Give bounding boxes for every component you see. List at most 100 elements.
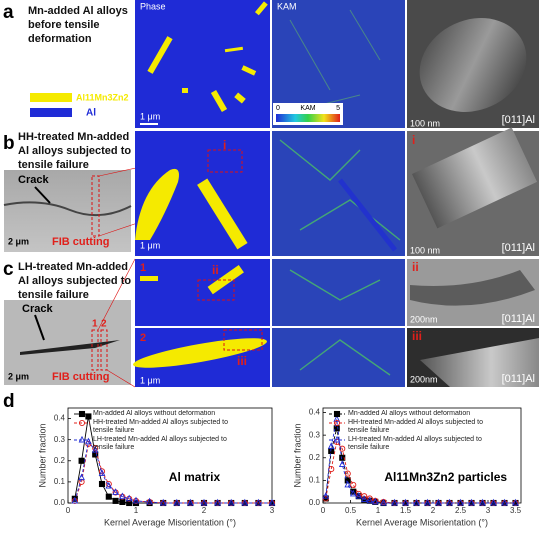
marker	[361, 493, 368, 500]
legend-symbol	[74, 436, 90, 443]
marker	[360, 495, 368, 503]
panel-label: d	[3, 391, 15, 412]
x-axis-title: Kernel Average Misorientation (°)	[104, 517, 236, 527]
y-tick-label: 0.2	[309, 453, 321, 462]
fib-mark: 1	[92, 319, 98, 330]
region-marker: i	[223, 138, 226, 152]
marker	[119, 492, 126, 500]
marker	[112, 488, 119, 495]
legend-text: Mn-added Al alloys without deformation	[348, 410, 471, 417]
colorbar-max: 5	[336, 105, 340, 112]
y-tick-label: 0.0	[54, 498, 66, 507]
marker	[255, 498, 262, 506]
scale-label: 100 nm	[410, 118, 440, 128]
site-mark: 2	[140, 332, 146, 344]
x-tick-label: 2	[202, 506, 207, 515]
x-tick-label: 3.5	[510, 506, 522, 515]
region-marker: iii	[412, 329, 422, 343]
y-tick-label: 0.0	[309, 498, 321, 507]
marker	[227, 498, 235, 506]
x-tick-label: 0	[66, 506, 71, 515]
marker	[479, 498, 486, 506]
legend-text: LH-treated Mn-added Al alloys subjected …	[93, 436, 227, 451]
marker	[333, 415, 341, 422]
arrow	[34, 314, 45, 341]
marker	[355, 492, 363, 499]
marker	[349, 489, 357, 497]
fib-label: FIB cutting	[52, 371, 109, 383]
marker	[344, 477, 351, 484]
marker	[98, 469, 106, 476]
region-marker: iii	[237, 354, 247, 368]
crack-shape	[20, 340, 120, 355]
marker	[327, 442, 335, 449]
phase-map	[135, 259, 270, 326]
legend-entry: Mn-added Al alloys without deformation	[329, 410, 501, 418]
scale-label: 200nm	[410, 374, 438, 384]
marker	[200, 498, 208, 506]
legend-entry: LH-treated Mn-added Al alloys subjected …	[74, 436, 246, 452]
marker	[71, 496, 79, 504]
zone-axis: [011]Al	[502, 242, 535, 254]
marker	[78, 410, 86, 418]
marker	[71, 495, 78, 502]
marker	[214, 498, 221, 506]
fib-box	[91, 175, 100, 237]
marker	[380, 498, 387, 506]
legend-symbol	[74, 410, 90, 418]
y-tick-label: 0.4	[309, 408, 321, 417]
scale-label: 200nm	[410, 314, 438, 324]
marker	[402, 498, 409, 506]
legend-symbol	[74, 419, 90, 427]
caption: LH-treated Mn-added Al alloys subjected …	[18, 261, 132, 301]
kam-texture	[289, 269, 391, 376]
particle-image	[410, 270, 535, 306]
marker	[85, 437, 92, 445]
caption: Mn-added Al alloys before tensile deform…	[28, 5, 128, 45]
legend-entry: Mn-added Al alloys without deformation	[74, 410, 246, 418]
region-marker: ii	[412, 260, 419, 274]
region-marker: i	[412, 133, 415, 147]
legend: Mn-added Al alloys without deformation HH…	[74, 410, 246, 452]
y-tick-label: 0.3	[309, 430, 321, 439]
scale-label: 1 μm	[140, 111, 160, 121]
legend-symbol	[329, 410, 345, 418]
particle	[140, 276, 158, 281]
sem-image	[4, 170, 131, 252]
fib-box	[100, 329, 108, 371]
map-title: Phase	[140, 1, 166, 11]
particle-image	[412, 127, 538, 229]
marker	[333, 419, 341, 427]
marker	[490, 498, 497, 506]
legend-text: Al11Mn3Zn2	[76, 92, 129, 102]
marker	[91, 446, 99, 453]
marker	[371, 497, 379, 505]
marker	[78, 419, 86, 427]
panel-label: c	[3, 259, 14, 280]
crack-label: Crack	[18, 174, 49, 186]
crack-label: Crack	[22, 303, 53, 315]
x-tick-label: 2.5	[455, 506, 467, 515]
zone-axis: [011]Al	[502, 114, 535, 126]
series-line	[74, 440, 272, 504]
legend-box: Mn-added Al alloys without deformation HH…	[329, 410, 501, 452]
marker	[333, 436, 341, 443]
region-box	[197, 279, 235, 301]
legend-entry: HH-treated Mn-added Al alloys subjected …	[329, 419, 501, 435]
particle	[133, 338, 267, 368]
fib-label: FIB cutting	[52, 236, 109, 248]
legend-box: Mn-added Al alloys without deformation HH…	[74, 410, 246, 452]
y-axis-title: Number fraction	[292, 423, 302, 487]
x-tick-label: 0	[321, 506, 326, 515]
link-line	[97, 258, 136, 331]
legend-text: LH-treated Mn-added Al alloys subjected …	[348, 436, 482, 451]
scale-label: 1 μm	[140, 375, 160, 385]
x-tick-label: 1.5	[400, 506, 412, 515]
scale-label: 100 nm	[410, 245, 440, 255]
marker	[146, 497, 153, 505]
particles	[147, 1, 268, 113]
y-tick-label: 0.1	[309, 475, 321, 484]
colorbar	[276, 114, 340, 122]
crack-line	[3, 201, 132, 217]
x-tick-label: 2	[431, 506, 436, 515]
